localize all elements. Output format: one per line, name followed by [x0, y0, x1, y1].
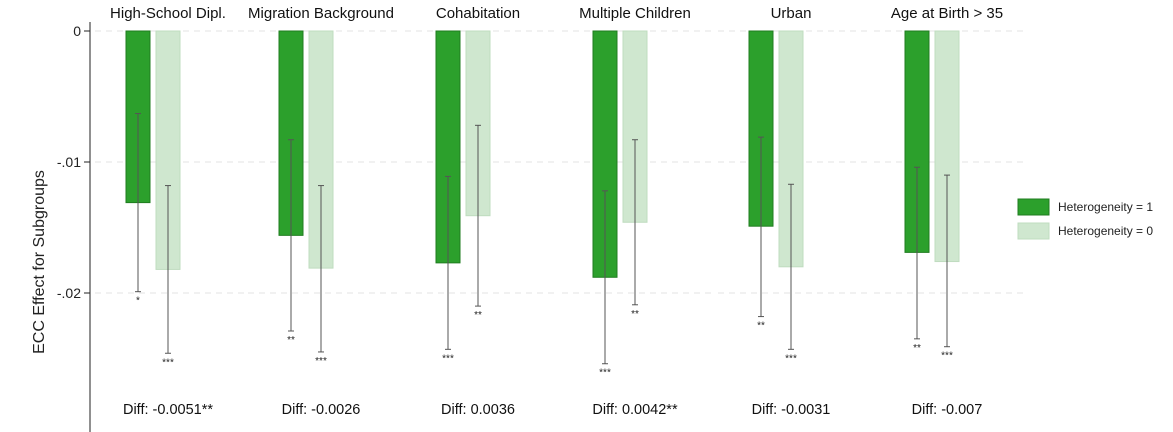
legend-item: Heterogeneity = 1 — [1017, 198, 1153, 216]
diff-label: Diff: 0.0042** — [592, 402, 678, 418]
significance-stars: *** — [941, 351, 953, 362]
significance-stars: * — [136, 296, 140, 307]
legend-label: Heterogeneity = 1 — [1058, 200, 1153, 214]
panels: High-School Dipl.****Diff: -0.0051**Migr… — [110, 5, 1003, 418]
significance-stars: ** — [287, 335, 295, 346]
diff-label: Diff: 0.0036 — [441, 402, 515, 418]
significance-stars: ** — [913, 343, 921, 354]
panel-title: Cohabitation — [436, 5, 520, 22]
y-tick-label: -.02 — [57, 285, 81, 301]
significance-stars: *** — [442, 353, 454, 364]
diff-label: Diff: -0.0031 — [752, 402, 831, 418]
diff-label: Diff: -0.007 — [912, 402, 983, 418]
significance-stars: ** — [631, 309, 639, 320]
panel-3: Cohabitation*****Diff: 0.0036 — [435, 5, 520, 418]
panel-title: Age at Birth > 35 — [891, 5, 1003, 22]
significance-stars: *** — [599, 368, 611, 379]
legend-swatch — [1017, 222, 1050, 240]
y-axis-label: ECC Effect for Subgroups — [31, 170, 48, 354]
significance-stars: *** — [162, 357, 174, 368]
legend-item: Heterogeneity = 0 — [1017, 222, 1153, 240]
diff-label: Diff: -0.0026 — [282, 402, 361, 418]
panel-4: Multiple Children*****Diff: 0.0042** — [579, 5, 691, 418]
y-axis: 0 -.01 -.02 — [57, 22, 91, 432]
legend-label: Heterogeneity = 0 — [1058, 224, 1153, 238]
panel-title: Urban — [771, 5, 812, 22]
legend: Heterogeneity = 1 Heterogeneity = 0 — [1017, 198, 1153, 240]
panel-1: High-School Dipl.****Diff: -0.0051** — [110, 5, 226, 418]
panel-title: Migration Background — [248, 5, 394, 22]
gridlines — [95, 30, 1024, 294]
y-tick-label: 0 — [73, 23, 81, 39]
significance-stars: *** — [785, 353, 797, 364]
panel-6: Age at Birth > 35*****Diff: -0.007 — [891, 5, 1003, 418]
panel-title: High-School Dipl. — [110, 5, 226, 22]
significance-stars: *** — [315, 356, 327, 367]
significance-stars: ** — [474, 310, 482, 321]
panel-5: Urban*****Diff: -0.0031 — [748, 5, 831, 418]
diff-label: Diff: -0.0051** — [123, 402, 213, 418]
panel-2: Migration Background*****Diff: -0.0026 — [248, 5, 394, 418]
panel-title: Multiple Children — [579, 5, 691, 22]
significance-stars: ** — [757, 321, 765, 332]
legend-swatch — [1017, 198, 1050, 216]
y-tick-label: -.01 — [57, 154, 81, 170]
